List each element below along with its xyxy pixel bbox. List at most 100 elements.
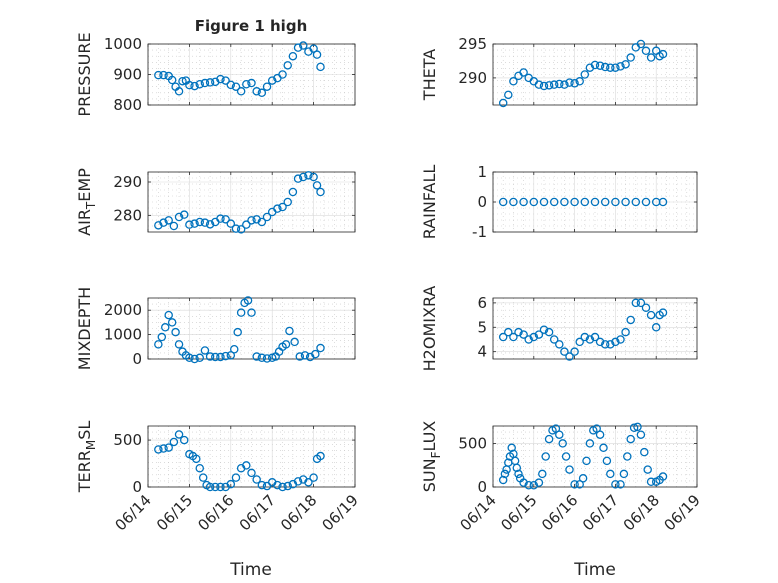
data-point [309, 172, 318, 182]
data-point [205, 78, 215, 87]
data-point [498, 98, 508, 108]
data-point [262, 212, 272, 222]
data-point [646, 477, 656, 487]
data-point [512, 463, 522, 473]
data-point [575, 77, 584, 86]
data-point [288, 187, 298, 197]
data-point [190, 354, 199, 364]
data-point [629, 423, 639, 432]
y-axis-label: AIRTEMP [75, 168, 98, 236]
data-point [549, 80, 559, 89]
y-tick-label: 800 [113, 96, 142, 114]
data-point [585, 439, 595, 448]
data-point [262, 354, 272, 363]
y-axis-label: THETA [420, 49, 439, 101]
y-tick-label: 290 [458, 69, 487, 87]
data-point [510, 456, 520, 466]
data-point [555, 79, 564, 89]
data-point [621, 327, 630, 337]
y-axis-label: H2OMIXRA [420, 286, 439, 372]
data-point [578, 474, 588, 483]
data-point [636, 39, 646, 49]
data-point [646, 310, 656, 320]
data-point [164, 216, 173, 225]
y-tick-label: 280 [113, 206, 142, 224]
data-point [295, 352, 305, 361]
data-point [570, 197, 579, 207]
data-point [298, 172, 308, 182]
data-point [195, 217, 204, 227]
data-point [590, 60, 600, 70]
data-point [606, 63, 615, 72]
data-point [519, 197, 528, 207]
data-point [252, 475, 261, 484]
data-point [606, 340, 615, 349]
data-point [539, 325, 549, 334]
data-point [555, 430, 564, 439]
data-point [560, 197, 569, 207]
data-point [539, 81, 549, 91]
panel-theta: 290 295 [458, 35, 698, 108]
data-point [636, 430, 646, 439]
data-point [599, 443, 608, 453]
data-point [257, 88, 267, 98]
data-point [278, 482, 287, 492]
axes-box [147, 171, 356, 233]
data-point [236, 225, 246, 234]
data-point [580, 332, 590, 342]
x-axis-label-right: Time [573, 560, 616, 580]
data-point [231, 473, 241, 482]
y-tick-label: 0 [132, 478, 142, 496]
data-point [658, 49, 668, 59]
data-point [633, 422, 642, 432]
data-point [600, 340, 610, 349]
data-point [242, 80, 251, 89]
data-point [636, 298, 646, 308]
data-point [641, 46, 651, 56]
data-point [509, 197, 518, 207]
data-point [606, 469, 615, 479]
data-point [602, 456, 612, 466]
data-point [619, 469, 629, 479]
data-point [316, 187, 325, 197]
data-point [179, 210, 189, 219]
data-point [600, 197, 610, 207]
y-tick-label: 0 [477, 478, 487, 496]
data-point [262, 481, 272, 491]
data-point [626, 315, 635, 325]
axes-box [147, 425, 356, 488]
data-point [316, 343, 325, 353]
axes-box [492, 297, 698, 360]
data-point [560, 80, 569, 89]
data-point [590, 332, 600, 342]
data-point [200, 218, 210, 227]
data-point [646, 53, 656, 62]
data-point [231, 82, 241, 91]
y-tick-label: -1 [472, 223, 487, 241]
data-point [616, 62, 625, 71]
data-point [565, 465, 574, 474]
data-point [169, 437, 179, 447]
data-point [174, 430, 184, 439]
data-point [626, 434, 635, 444]
x-tick-label: 06/14 [112, 491, 155, 534]
x-tick-label: 06/17 [236, 491, 279, 534]
data-point [498, 332, 508, 342]
data-point [631, 197, 641, 207]
data-point [519, 330, 528, 339]
data-point [502, 465, 511, 474]
data-point [539, 197, 549, 207]
data-point [283, 61, 292, 70]
y-axis-label: PRESSURE [75, 32, 94, 116]
y-tick-label: 295 [458, 35, 487, 53]
x-tick-label: 06/14 [457, 491, 500, 534]
y-tick-label: 1000 [104, 326, 142, 344]
data-point [185, 220, 194, 229]
data-point [247, 216, 256, 225]
data-point [288, 51, 298, 61]
data-point [247, 468, 256, 478]
data-point [565, 352, 574, 361]
data-point [167, 75, 177, 85]
y-tick-label: 1 [477, 163, 487, 181]
